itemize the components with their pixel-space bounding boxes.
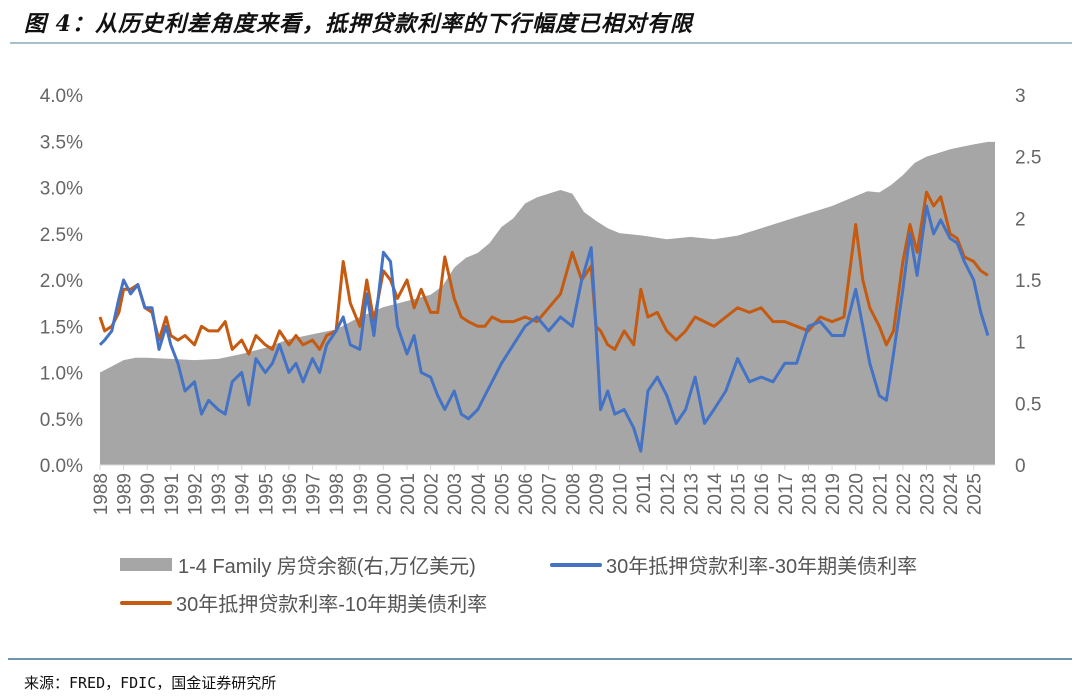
x-tick-label: 1991 — [162, 473, 183, 515]
x-tick-label: 2024 — [941, 473, 962, 516]
right-tick-label: 0 — [1015, 456, 1026, 477]
x-tick-label: 1996 — [280, 473, 301, 515]
x-tick-label: 2021 — [870, 473, 891, 515]
x-tick-label: 2018 — [799, 473, 820, 515]
x-tick-label: 2001 — [398, 473, 419, 515]
right-y-axis: 0 0.5 1 1.5 2 2.5 3 — [1015, 86, 1041, 477]
x-tick-label: 2006 — [516, 473, 537, 515]
legend-label-blue: 30年抵押贷款利率-30年期美债利率 — [606, 556, 918, 578]
x-tick-label: 2000 — [374, 473, 395, 515]
right-tick-label: 1 — [1015, 333, 1026, 354]
x-axis: 1988 1989 1990 1991 1992 1993 1994 1995 1996 1997… — [91, 465, 986, 515]
x-tick-label: 1988 — [91, 473, 112, 515]
chart: 0.0% 0.5% 1.0% 1.5% 2.0% 2.5% 3.0% 3.5% 4.0% 0 0.… — [40, 86, 1042, 515]
spread-10y-line — [98, 190, 989, 356]
legend-swatch-area — [120, 558, 172, 571]
x-tick-label: 1994 — [233, 473, 254, 516]
x-tick-label: 2002 — [422, 473, 443, 515]
legend-item-blue: 30年抵押贷款利率-30年期美债利率 — [550, 550, 917, 579]
spread-30y-line — [98, 204, 990, 453]
legend-label-area: 1-4 Family 房贷余额(右,万亿美元) — [178, 556, 476, 578]
x-tick-label: 2004 — [469, 473, 490, 516]
right-tick-label: 2.5 — [1015, 148, 1041, 169]
x-tick-label: 1995 — [256, 473, 277, 515]
left-tick-label: 1.5% — [40, 317, 83, 338]
x-tick-label: 2007 — [540, 473, 561, 515]
left-y-axis: 0.0% 0.5% 1.0% 1.5% 2.0% 2.5% 3.0% 3.5% 4.0% — [40, 86, 83, 477]
x-tick-label: 2010 — [611, 473, 632, 515]
mortgage-balance-area — [100, 141, 995, 465]
right-tick-label: 0.5 — [1015, 394, 1041, 415]
x-tick-label: 2023 — [918, 473, 939, 515]
left-tick-label: 4.0% — [40, 86, 83, 107]
x-tick-label: 2014 — [705, 473, 726, 516]
x-tick-label: 2019 — [823, 473, 844, 515]
x-tick-label: 2013 — [681, 473, 702, 515]
right-tick-label: 1.5 — [1015, 271, 1041, 292]
title-divider — [10, 42, 1072, 44]
left-tick-label: 1.0% — [40, 364, 83, 385]
x-tick-label: 2005 — [492, 473, 513, 515]
x-tick-label: 2008 — [563, 473, 584, 515]
legend-swatch-orange — [120, 600, 172, 605]
x-tick-label: 1999 — [351, 473, 372, 515]
legend-item-area: 1-4 Family 房贷余额(右,万亿美元) — [120, 550, 476, 579]
x-tick-label: 2011 — [634, 473, 655, 514]
left-tick-label: 0.5% — [40, 410, 83, 431]
x-tick-label: 2017 — [776, 473, 797, 515]
x-tick-label: 2016 — [752, 473, 773, 515]
left-tick-label: 3.5% — [40, 132, 83, 153]
x-tick-label: 1989 — [115, 473, 136, 515]
x-tick-label: 2012 — [658, 473, 679, 515]
footer-divider — [8, 658, 1072, 660]
left-tick-label: 2.5% — [40, 225, 83, 246]
left-tick-label: 0.0% — [40, 456, 83, 477]
x-tick-label: 2022 — [894, 473, 915, 515]
right-tick-label: 2 — [1015, 209, 1026, 230]
x-tick-label: 1990 — [138, 473, 159, 515]
x-tick-label: 2009 — [587, 473, 608, 515]
x-tick-label: 2015 — [729, 473, 750, 515]
legend-item-orange: 30年抵押贷款利率-10年期美债利率 — [120, 588, 487, 617]
x-tick-label: 2003 — [445, 473, 466, 515]
right-tick-label: 3 — [1015, 86, 1026, 107]
legend-label-orange: 30年抵押贷款利率-10年期美债利率 — [176, 594, 488, 616]
x-tick-label: 1998 — [327, 473, 348, 515]
x-tick-label: 1997 — [304, 473, 325, 515]
x-tick-label: 2025 — [965, 473, 986, 515]
figure-title: 图 4：从历史利差角度来看，抵押贷款利率的下行幅度已相对有限 — [24, 11, 693, 37]
legend-swatch-blue — [550, 562, 602, 567]
source-note: 来源：FRED，FDIC，国金证券研究所 — [24, 674, 277, 692]
x-tick-label: 2020 — [847, 473, 868, 515]
x-tick-label: 1993 — [209, 473, 230, 515]
left-tick-label: 3.0% — [40, 179, 83, 200]
x-tick-label: 1992 — [185, 473, 206, 515]
left-tick-label: 2.0% — [40, 271, 83, 292]
